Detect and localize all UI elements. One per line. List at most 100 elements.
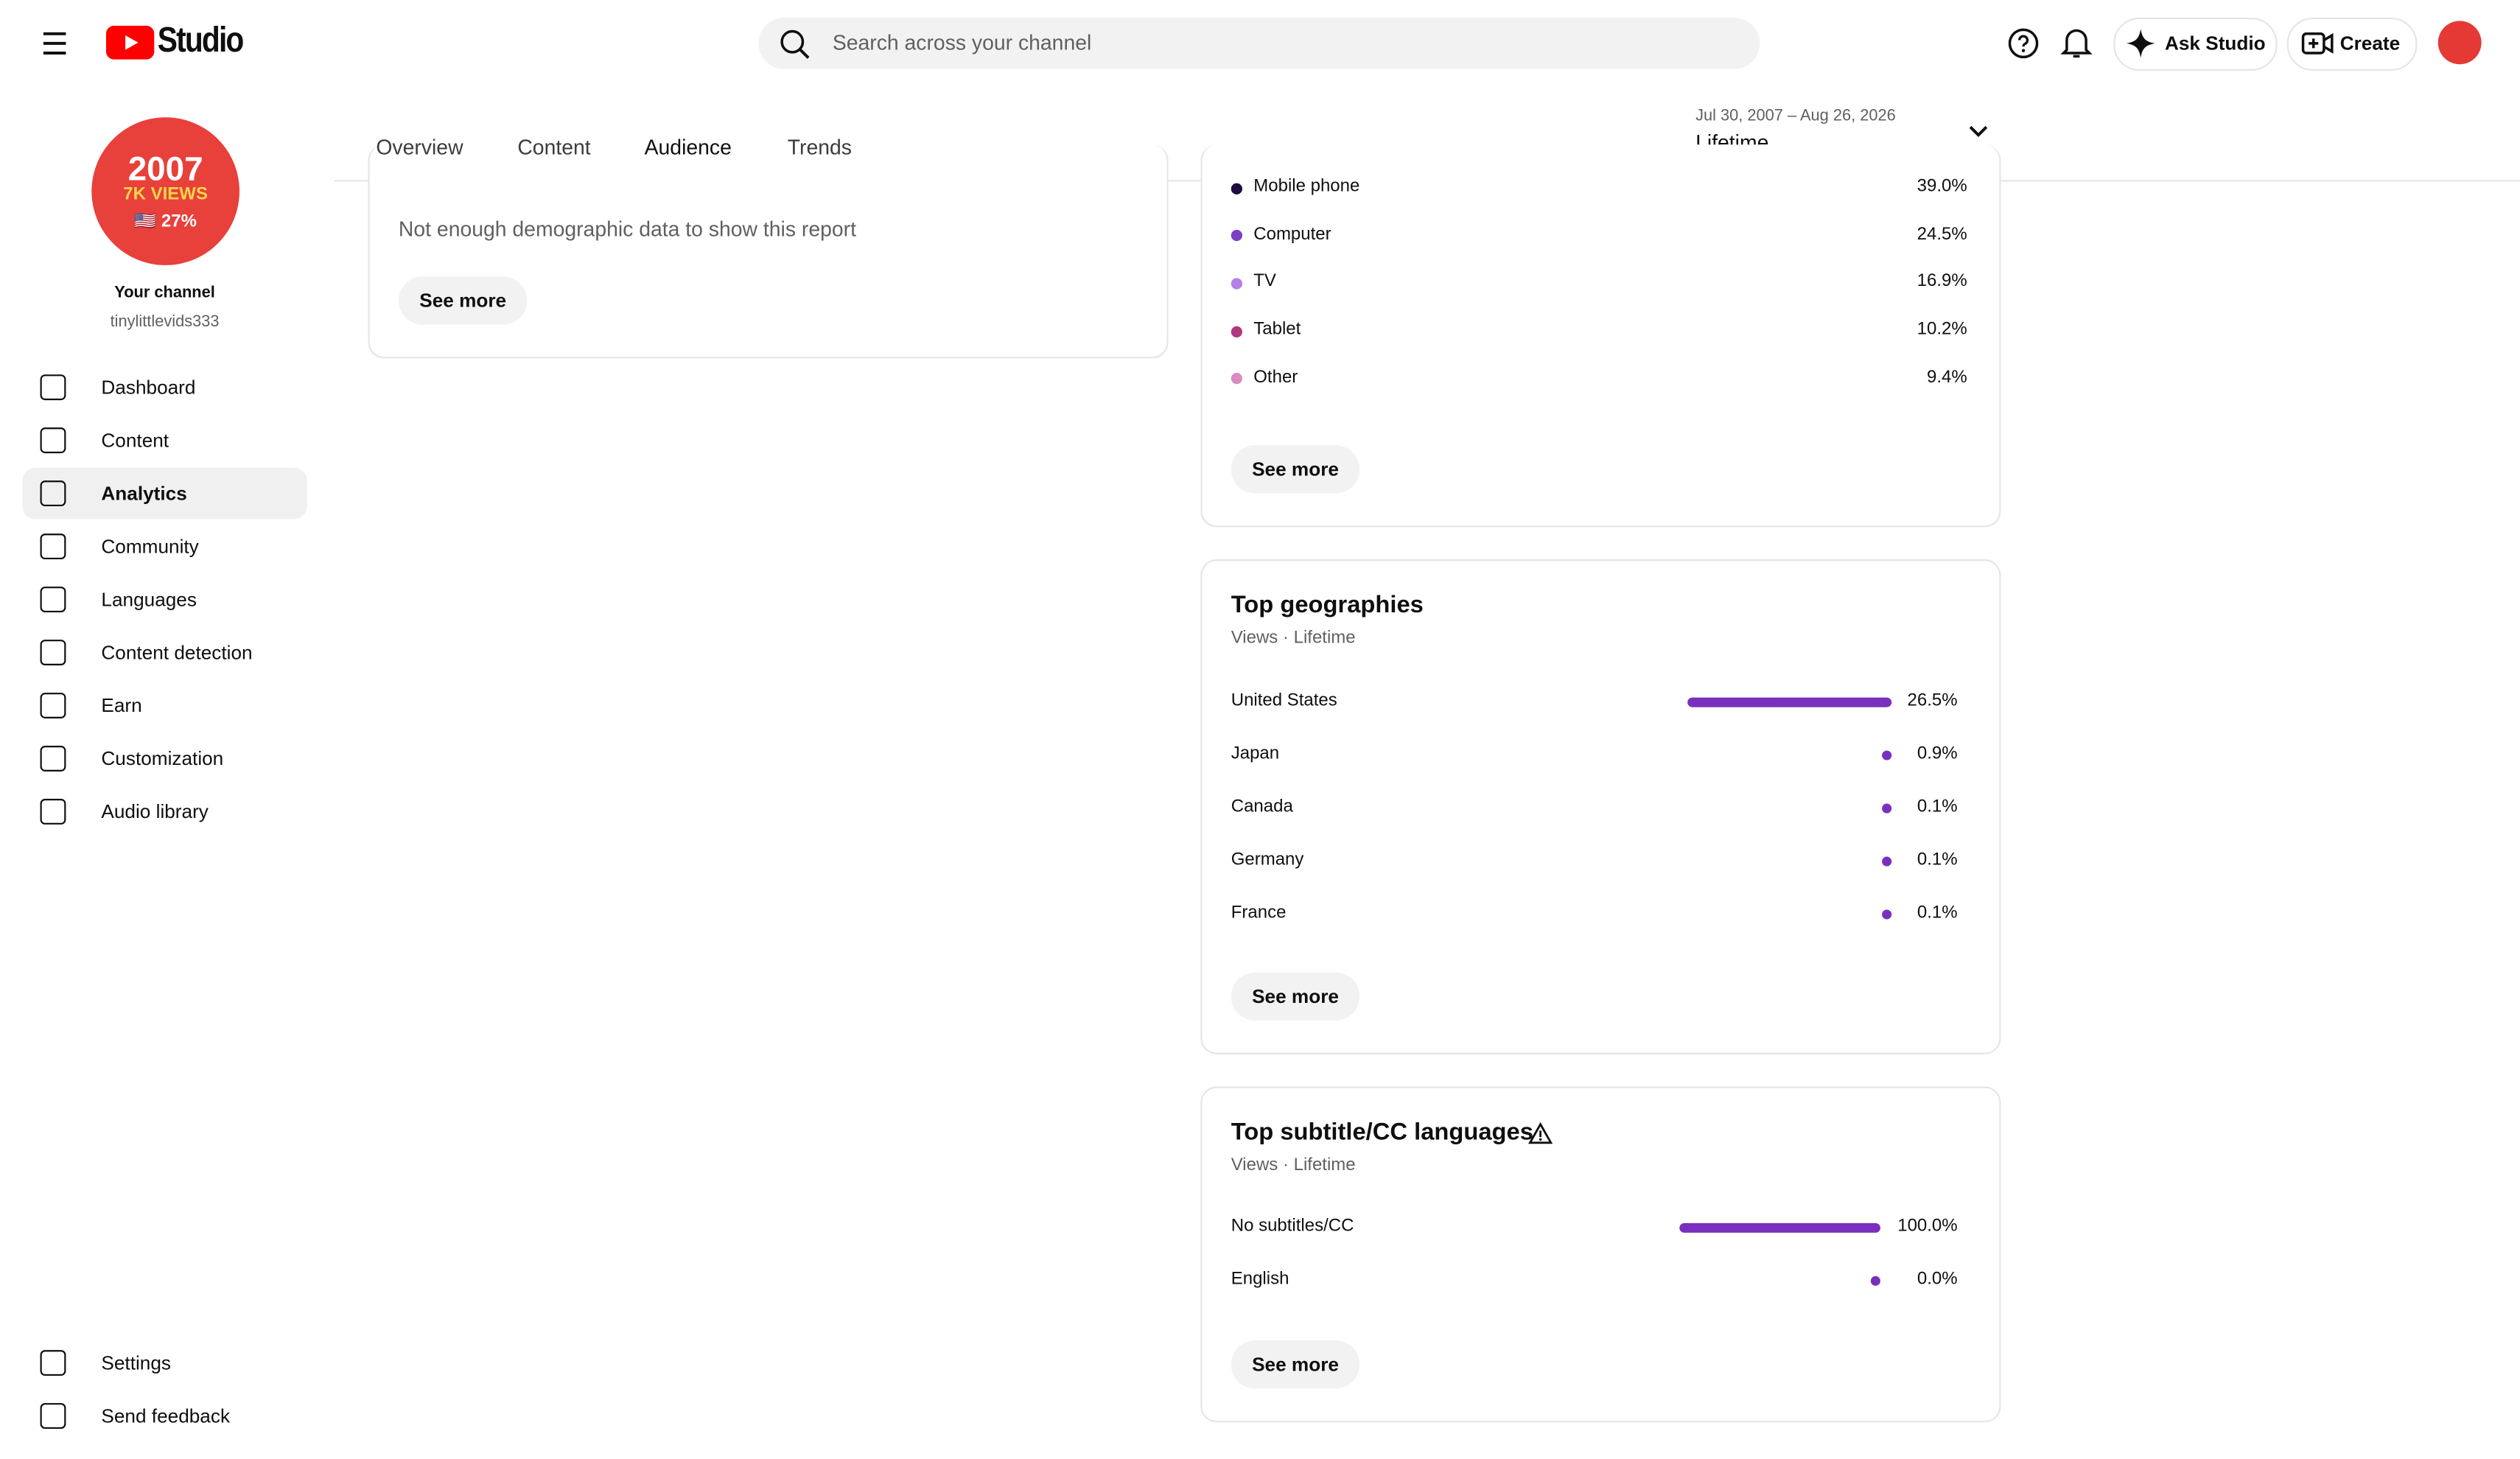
- see-more-button[interactable]: See more: [1231, 972, 1360, 1021]
- nav-icon: [40, 640, 66, 665]
- nav-icon: [40, 693, 66, 718]
- demographics-message: Not enough demographic data to show this…: [398, 217, 856, 242]
- bar: [1687, 697, 1892, 707]
- search-box[interactable]: [758, 17, 1760, 69]
- row-value: 0.0%: [1917, 1270, 1958, 1290]
- logo-icon[interactable]: [105, 25, 155, 60]
- row-name: Germany: [1231, 850, 1304, 870]
- legend-dot: [1231, 373, 1243, 385]
- row-name: No subtitles/CC: [1231, 1217, 1354, 1236]
- dropdown-icon[interactable]: [1967, 124, 1990, 140]
- create-label[interactable]: Create: [2339, 32, 2401, 55]
- see-more-button[interactable]: See more: [398, 276, 528, 325]
- bar: [1870, 1276, 1880, 1286]
- card-title: Top subtitle/CC languages: [1231, 1119, 1533, 1147]
- row-name: Japan: [1231, 744, 1280, 764]
- see-more-button[interactable]: See more: [1231, 1340, 1360, 1389]
- device-name: Tablet: [1253, 320, 1301, 340]
- nav-item[interactable]: Dashboard: [101, 376, 196, 399]
- nav-highlight: [22, 467, 307, 519]
- nav-icon: [40, 480, 66, 507]
- help-icon[interactable]: [2007, 27, 2040, 60]
- account-avatar[interactable]: [2437, 21, 2482, 65]
- device-value: 24.5%: [1917, 224, 1967, 244]
- logo-text[interactable]: Studio: [157, 19, 245, 60]
- channel-handle: tinylittlevids333: [110, 313, 220, 332]
- nav-item[interactable]: Community: [101, 535, 199, 558]
- nav-item[interactable]: Content: [101, 429, 169, 452]
- row-value: 0.9%: [1917, 744, 1958, 764]
- row-name: United States: [1231, 690, 1337, 711]
- nav-item[interactable]: Content detection: [101, 641, 253, 664]
- legend-dot: [1231, 278, 1243, 290]
- tab[interactable]: Content: [517, 135, 591, 159]
- row-name: Canada: [1231, 797, 1293, 817]
- ask-studio-label[interactable]: Ask Studio: [2164, 32, 2266, 55]
- bar: [1679, 1222, 1880, 1233]
- row-name: English: [1231, 1270, 1289, 1290]
- nav-icon: [40, 746, 66, 772]
- row-value: 0.1%: [1917, 850, 1958, 870]
- device-name: Mobile phone: [1253, 176, 1360, 197]
- nav-icon: [40, 1350, 66, 1376]
- legend-dot: [1231, 325, 1243, 337]
- nav-icon: [40, 1403, 66, 1430]
- bar: [1882, 750, 1892, 760]
- device-value: 16.9%: [1917, 272, 1967, 292]
- row-name: France: [1231, 903, 1287, 923]
- device-name: TV: [1253, 272, 1276, 292]
- nav-icon: [40, 374, 66, 401]
- date-range[interactable]: Jul 30, 2007 – Aug 26, 2026: [1695, 108, 1896, 126]
- create-button[interactable]: [2286, 17, 2418, 71]
- geographies-card: [1200, 559, 2001, 1054]
- channel-avatar[interactable]: [91, 117, 239, 265]
- sparkle-icon: [2126, 29, 2155, 58]
- nav-icon: [40, 533, 66, 560]
- tab[interactable]: Audience: [644, 135, 732, 159]
- tab[interactable]: Trends: [787, 135, 852, 159]
- device-value: 10.2%: [1917, 320, 1967, 340]
- nav-icon: [40, 587, 66, 613]
- create-icon: [2301, 32, 2334, 55]
- search-placeholder[interactable]: Search across your channel: [832, 30, 1092, 55]
- legend-dot: [1231, 182, 1243, 194]
- nav-item[interactable]: Customization: [101, 747, 224, 770]
- nav-icon: [40, 427, 66, 454]
- nav-item[interactable]: Earn: [101, 694, 142, 717]
- nav-item[interactable]: Settings: [101, 1351, 171, 1374]
- channel-label: Your channel: [114, 284, 215, 303]
- device-name: Other: [1253, 368, 1298, 388]
- card-subtitle: Views · Lifetime: [1231, 1155, 1356, 1175]
- row-value: 0.1%: [1917, 797, 1958, 817]
- device-value: 39.0%: [1917, 176, 1967, 197]
- avatar-line: 2007: [127, 151, 203, 189]
- row-value: 0.1%: [1917, 903, 1958, 923]
- nav-item[interactable]: Languages: [101, 588, 197, 611]
- notifications-icon[interactable]: [2060, 26, 2093, 61]
- see-more-button[interactable]: See more: [1231, 445, 1360, 494]
- card-subtitle: Views · Lifetime: [1231, 628, 1356, 648]
- row-value: 100.0%: [1897, 1217, 1958, 1236]
- ask-studio-button[interactable]: [2113, 17, 2278, 71]
- tab[interactable]: Overview: [376, 135, 463, 159]
- bar: [1882, 909, 1892, 920]
- search-icon[interactable]: [780, 29, 812, 61]
- nav-icon: [40, 799, 66, 825]
- card-title: Top geographies: [1231, 591, 1424, 619]
- device-name: Computer: [1253, 224, 1331, 244]
- demographics-card: [368, 144, 1169, 359]
- nav-item[interactable]: Audio library: [101, 800, 209, 823]
- avatar-line: 7K VIEWS: [123, 184, 208, 205]
- nav-item[interactable]: Send feedback: [101, 1404, 231, 1427]
- menu-icon[interactable]: [41, 29, 69, 57]
- warning-icon[interactable]: [1528, 1122, 1553, 1144]
- avatar-line: 🇺🇸 27%: [134, 211, 197, 232]
- bar: [1882, 803, 1892, 814]
- bar: [1882, 856, 1892, 867]
- nav-item[interactable]: Analytics: [101, 482, 187, 505]
- device-value: 9.4%: [1926, 368, 1967, 388]
- row-value: 26.5%: [1907, 690, 1958, 711]
- legend-dot: [1231, 230, 1243, 242]
